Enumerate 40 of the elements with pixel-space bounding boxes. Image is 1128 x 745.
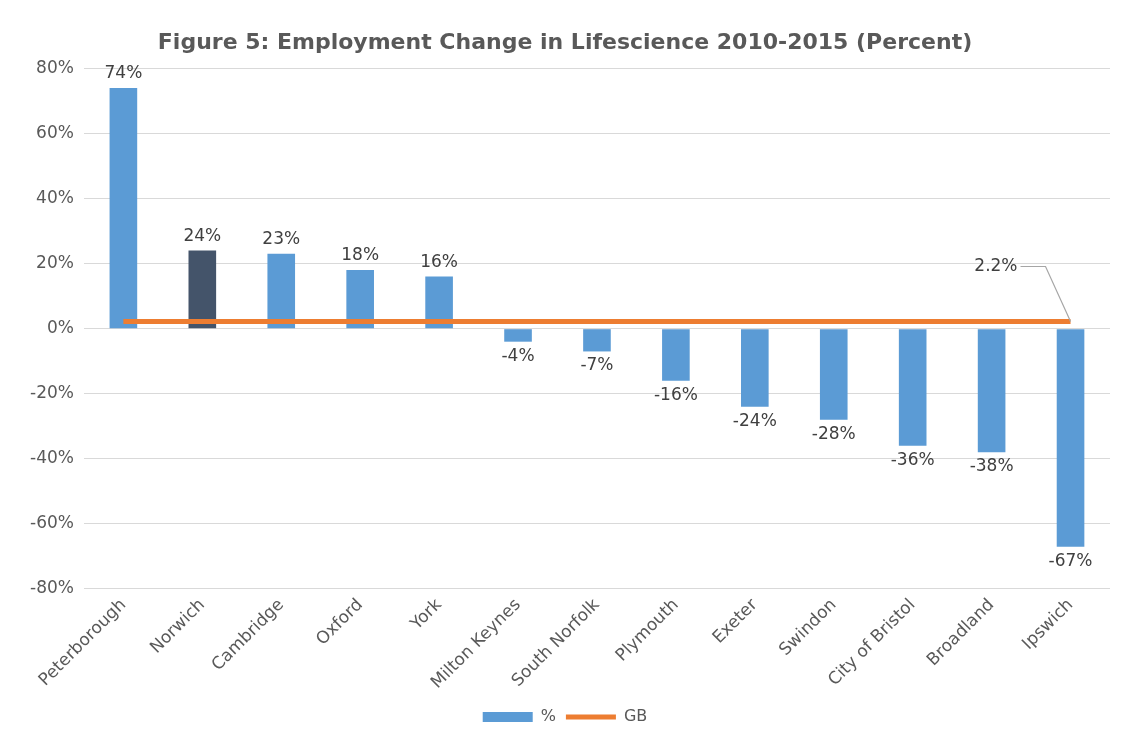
bar <box>504 329 532 342</box>
bar <box>977 329 1006 453</box>
bar <box>583 329 611 352</box>
y-tick-label: -40% <box>30 447 74 468</box>
y-tick-label: 0% <box>46 317 74 338</box>
bar <box>741 329 769 407</box>
data-label: -16% <box>653 383 698 404</box>
data-label: -24% <box>732 409 777 430</box>
data-label: -7% <box>580 354 614 375</box>
chart-title: Figure 5: Employment Change in Lifescience 2010-2015 (Percent) <box>157 28 973 54</box>
y-tick-label: 60% <box>36 121 74 142</box>
bar <box>267 253 296 329</box>
data-label: 16% <box>420 250 458 271</box>
data-label: -4% <box>501 344 535 365</box>
bar <box>346 270 374 329</box>
data-label: 23% <box>262 227 301 248</box>
y-tick-label: -60% <box>30 512 74 533</box>
bar <box>109 87 138 329</box>
bar <box>819 329 848 420</box>
legend-label: GB <box>623 706 648 726</box>
y-tick-label: -80% <box>30 577 74 598</box>
bar <box>188 250 217 329</box>
y-tick-label: 80% <box>36 56 74 77</box>
data-label: 18% <box>341 244 380 265</box>
y-tick-label: 40% <box>36 186 74 207</box>
bar <box>898 329 927 446</box>
x-tick-label: York <box>405 593 446 634</box>
bar <box>425 276 453 329</box>
y-tick-label: 20% <box>36 252 74 273</box>
annotation: 2.2% <box>974 254 1018 275</box>
data-label: 74% <box>104 61 143 82</box>
data-label: -38% <box>969 455 1014 476</box>
legend-label: % <box>540 706 556 726</box>
data-label: -28% <box>811 422 856 443</box>
data-label: -36% <box>890 448 935 469</box>
y-tick-label: -20% <box>30 382 74 403</box>
bar <box>662 329 690 381</box>
data-label: 24% <box>183 224 222 245</box>
bar <box>1056 329 1085 547</box>
data-label: -67% <box>1048 549 1093 570</box>
